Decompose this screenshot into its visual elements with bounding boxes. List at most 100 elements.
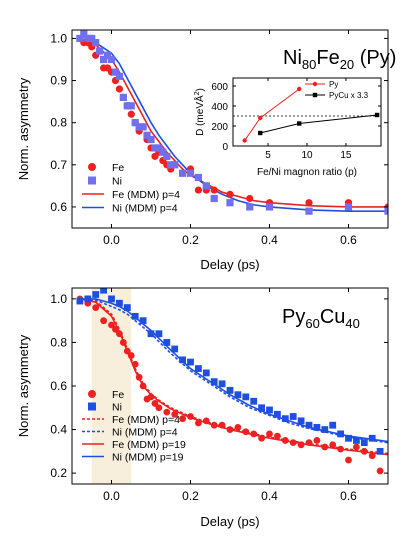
inset-xlabel: Fe/Ni magnon ratio (p) xyxy=(257,167,357,178)
bottom-point-fe xyxy=(155,404,163,412)
bottom-legend-label-fe-mdm-p-4: Fe (MDM) p=4 xyxy=(112,414,180,426)
bottom-point-fe xyxy=(116,330,123,338)
bottom-point-ni xyxy=(242,393,250,401)
bottom-legend-entry-fe-mdm-p-4: Fe (MDM) p=4 xyxy=(82,414,180,426)
top-point-ni xyxy=(88,34,96,43)
bottom-point-fe xyxy=(234,423,242,431)
bottom-point-fe xyxy=(135,373,143,381)
bottom-point-ni xyxy=(313,423,321,431)
bottom-point-fe xyxy=(108,321,115,329)
top-legend-entry-fe-mdm-p-4: Fe (MDM) p=4 xyxy=(82,189,180,201)
top-point-ni xyxy=(344,203,353,211)
top-xtick-label: 0.2 xyxy=(182,233,199,247)
bottom-point-fe xyxy=(345,456,352,464)
bottom-point-ni xyxy=(289,413,297,420)
bottom-point-fe xyxy=(360,447,368,455)
bottom-point-fe xyxy=(139,382,147,390)
bottom-point-ni xyxy=(171,345,179,353)
bottom-point-ni xyxy=(163,339,171,346)
inset-legend-marker-pycu-x-3-3 xyxy=(312,92,318,98)
top-ytick-label: 0.7 xyxy=(50,158,67,172)
inset-marks xyxy=(233,86,381,143)
inset-ylabel: D (meVÅ2) xyxy=(193,88,206,136)
inset-legend: Py PyCu x 3.3 xyxy=(305,80,369,100)
bottom-legend-entry-fe-mdm-p-19: Fe (MDM) p=19 xyxy=(82,439,186,451)
bottom-legend-label-fe: Fe xyxy=(112,389,124,401)
bottom-legend-marker-fe xyxy=(88,390,96,398)
bottom-point-fe xyxy=(321,443,329,451)
top-legend-entry-fe: Fe xyxy=(88,162,124,174)
bottom-line-ni-mdm-p-4 xyxy=(79,298,388,444)
top-point-ni xyxy=(111,68,120,76)
bottom-point-fe xyxy=(266,430,273,438)
bottom-point-fe xyxy=(147,393,155,401)
bottom-point-fe xyxy=(274,432,281,440)
bottom-point-fe xyxy=(179,415,187,423)
top-xtick-label: 0.4 xyxy=(261,233,278,247)
top-ticks: 0.0 0.2 0.4 0.6 0.6 0.7 0.8 0.9 1.0 xyxy=(50,30,388,247)
bottom-point-ni xyxy=(218,380,226,388)
top-point-ni xyxy=(151,144,159,152)
inset-point-pycu-x-3-3 xyxy=(297,121,302,126)
bottom-point-fe xyxy=(210,421,218,429)
top-point-ni xyxy=(96,47,104,55)
bottom-point-fe xyxy=(151,400,159,407)
top-point-ni xyxy=(179,169,187,177)
top-marks xyxy=(76,30,388,215)
bottom-point-fe xyxy=(305,439,313,447)
top-point-ni xyxy=(210,194,218,203)
bottom-point-ni xyxy=(368,434,376,442)
top-point-ni xyxy=(135,123,143,131)
top-ytick-label: 1.0 xyxy=(50,31,67,45)
inset-point-pycu-x-3-3 xyxy=(258,130,263,136)
inset-ticks: 5 10 15 0 200 400 600 xyxy=(211,78,381,161)
top-point-ni xyxy=(155,144,163,152)
bottom-point-fe xyxy=(281,437,289,444)
top-point-ni xyxy=(119,93,127,102)
bottom-point-ni xyxy=(155,330,163,338)
top-point-ni xyxy=(246,203,254,211)
top-point-ni xyxy=(186,169,195,177)
top-ytick-label: 0.6 xyxy=(50,200,67,214)
bottom-point-ni xyxy=(250,397,258,405)
bottom-legend-label-fe-mdm-p-19: Fe (MDM) p=19 xyxy=(112,439,186,451)
top-point-ni xyxy=(159,148,167,156)
bottom-point-fe xyxy=(131,360,139,368)
bottom-point-fe xyxy=(313,437,321,444)
inset-point-py xyxy=(258,115,263,121)
top-point-ni xyxy=(147,135,155,144)
top-point-fe xyxy=(246,194,254,203)
top-legend-label-fe: Fe xyxy=(112,162,124,174)
top-point-ni xyxy=(202,182,210,190)
bottom-xlabel: Delay (ps) xyxy=(200,514,259,529)
inset-point-py xyxy=(297,86,302,92)
inset-panel: 5 10 15 0 200 400 600 Fe/Ni magnon ratio (p) D… xyxy=(193,77,382,178)
bottom-xtick-label: 0.6 xyxy=(340,489,357,503)
bottom-point-ni xyxy=(187,358,194,366)
top-xtick-label: 0.0 xyxy=(103,233,120,247)
bottom-point-ni xyxy=(226,386,234,394)
top-point-fe xyxy=(210,186,218,194)
top-point-fe xyxy=(194,186,202,194)
bottom-point-fe xyxy=(337,445,344,453)
top-title: Ni80Fe20 (Py) xyxy=(283,47,396,72)
bottom-band-layer xyxy=(91,288,132,484)
bottom-point-ni xyxy=(108,295,115,303)
top-ytick-label: 0.9 xyxy=(50,74,67,88)
inset-legend-label-pycu-x-3-3: PyCu x 3.3 xyxy=(329,91,369,100)
bottom-point-fe xyxy=(171,410,179,418)
top-point-ni xyxy=(103,51,112,59)
bottom-point-fe xyxy=(289,439,297,447)
bottom-point-fe xyxy=(100,317,107,325)
bottom-point-fe xyxy=(297,441,305,449)
bottom-point-fe xyxy=(163,408,171,416)
bottom-point-fe xyxy=(226,426,234,433)
inset-xtick-label: 5 xyxy=(265,150,271,161)
bottom-point-fe xyxy=(353,443,360,451)
top-legend-entry-ni: Ni xyxy=(88,176,122,188)
top-point-ni xyxy=(171,161,179,169)
bottom-point-fe xyxy=(202,417,210,425)
